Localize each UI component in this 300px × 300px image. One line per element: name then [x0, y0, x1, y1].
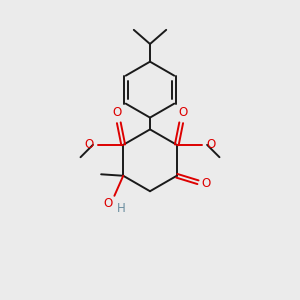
- Text: H: H: [117, 202, 125, 215]
- Text: O: O: [85, 138, 94, 151]
- Text: O: O: [113, 106, 122, 119]
- Text: O: O: [103, 197, 112, 210]
- Text: O: O: [206, 138, 215, 151]
- Text: O: O: [178, 106, 187, 119]
- Text: O: O: [202, 177, 211, 190]
